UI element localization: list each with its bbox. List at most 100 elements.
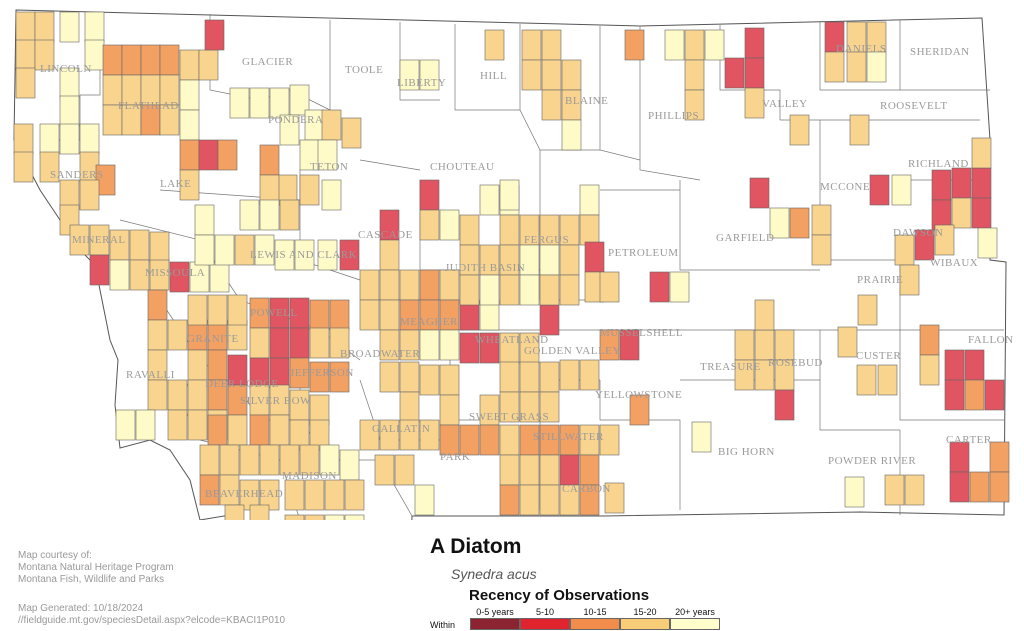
county-label: LINCOLN — [40, 63, 92, 75]
observation-cell — [649, 271, 670, 303]
observation-cell — [559, 359, 580, 391]
observation-cell — [69, 224, 90, 256]
county-label: GARFIELD — [716, 232, 774, 244]
county-label: CHOUTEAU — [430, 161, 495, 173]
observation-cell — [279, 114, 300, 146]
observation-cell — [499, 179, 520, 211]
legend-item: 10-15 — [570, 607, 620, 630]
legend-item-label: 15-20 — [633, 607, 657, 617]
observation-cell — [59, 123, 80, 155]
county-label: GALLATIN — [372, 423, 430, 435]
observation-cell — [204, 19, 225, 51]
county-label: DAWSON — [893, 227, 943, 239]
observation-cell — [894, 234, 915, 266]
legend-swatch — [520, 618, 570, 630]
observation-cell — [749, 177, 770, 209]
observation-cell — [199, 474, 220, 506]
observation-cell — [309, 361, 330, 393]
observation-cell — [849, 114, 870, 146]
observation-cell — [321, 179, 342, 211]
observation-cell — [147, 319, 168, 351]
observation-cell — [324, 479, 345, 511]
observation-cell — [519, 391, 540, 423]
credit-line: Map courtesy of: — [18, 550, 92, 561]
observation-cell — [479, 424, 500, 456]
legend-item: 15-20 — [620, 607, 670, 630]
observation-cell — [121, 44, 142, 76]
observation-cell — [439, 269, 460, 301]
county-label: BIG HORN — [718, 446, 775, 458]
county-label: TETON — [310, 161, 348, 173]
observation-cell — [459, 274, 480, 306]
county-label: HILL — [480, 70, 507, 82]
legend-within-label: Within — [430, 620, 456, 630]
observation-cell — [399, 391, 420, 423]
observation-cell — [499, 274, 520, 306]
observation-cell — [541, 89, 562, 121]
observation-cell — [102, 44, 123, 76]
observation-cell — [59, 95, 80, 127]
observation-cell — [274, 239, 295, 271]
observation-cell — [399, 269, 420, 301]
county-label: BEAVERHEAD — [205, 488, 283, 500]
observation-cell — [279, 199, 300, 231]
county-label: LIBERTY — [397, 77, 446, 89]
observation-cell — [971, 137, 992, 169]
observation-cell — [744, 57, 765, 89]
observation-cell — [179, 79, 200, 111]
observation-cell — [459, 214, 480, 246]
county-label: SWEET GRASS — [469, 411, 549, 423]
observation-cell — [399, 361, 420, 393]
county-label: TREASURE — [700, 361, 761, 373]
observation-cell — [754, 329, 775, 361]
observation-cell — [579, 184, 600, 216]
observation-cell — [234, 234, 255, 266]
observation-cell — [559, 484, 580, 516]
observation-cell — [159, 44, 180, 76]
observation-cell — [289, 84, 310, 116]
observation-cell — [951, 197, 972, 229]
county-label: MCCONE — [820, 181, 870, 193]
observation-cell — [539, 454, 560, 486]
observation-cell — [744, 87, 765, 119]
county-label: RAVALLI — [126, 369, 175, 381]
observation-cell — [919, 354, 940, 386]
observation-cell — [344, 479, 365, 511]
observation-cell — [579, 484, 600, 516]
observation-cell — [944, 349, 965, 381]
observation-cell — [341, 117, 362, 149]
observation-cell — [147, 379, 168, 411]
observation-cell — [844, 476, 865, 508]
county-label: CARBON — [562, 483, 611, 495]
observation-cell — [439, 209, 460, 241]
observation-cell — [971, 167, 992, 199]
observation-cell — [304, 479, 325, 511]
observation-cell — [519, 361, 540, 393]
county-label: FLATHEAD — [118, 100, 179, 112]
observation-cell — [769, 207, 790, 239]
observation-cell — [856, 364, 877, 396]
observation-cell — [599, 271, 620, 303]
county-label: MUSSELSHELL — [600, 327, 683, 339]
observation-cell — [541, 59, 562, 91]
observation-cell — [479, 274, 500, 306]
observation-cell — [239, 199, 260, 231]
county-label: FALLON — [968, 334, 1014, 346]
legend: 0-5 years 5-10 10-15 15-20 20+ years — [470, 607, 720, 630]
county-label: MINERAL — [72, 234, 126, 246]
observation-cell — [419, 209, 440, 241]
observation-cell — [439, 364, 460, 396]
observation-cell — [289, 357, 310, 389]
observation-cell — [39, 151, 60, 183]
observation-cell — [419, 269, 440, 301]
legend-item-label: 5-10 — [535, 607, 554, 617]
observation-cell — [969, 471, 990, 503]
observation-cell — [724, 57, 745, 89]
species-url: //fieldguide.mt.gov/speciesDetail.aspx?e… — [18, 615, 286, 626]
observation-cell — [559, 454, 580, 486]
observation-cell — [329, 327, 350, 359]
observation-cell — [379, 419, 400, 451]
observation-cell — [989, 471, 1010, 503]
observation-cell — [259, 444, 280, 476]
observation-cell — [539, 391, 560, 423]
